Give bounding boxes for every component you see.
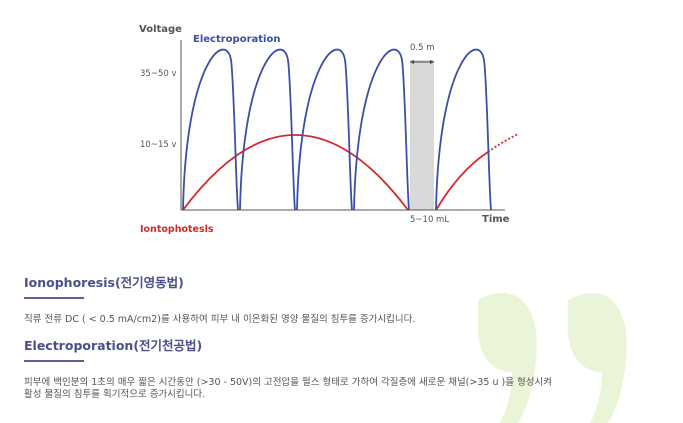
section-electroporation-underline [24, 360, 84, 362]
pulse-5 [435, 48, 492, 211]
electroporation-iontophoresis-diagram: Voltage Time 35~50 v 10~15 v Electropora… [139, 24, 519, 235]
quote-mark-right [567, 293, 627, 423]
pulse-gap-band [410, 60, 434, 210]
pulse-3 [296, 48, 353, 211]
electroporation-pulses [182, 48, 492, 211]
electroporation-label: Electroporation [193, 34, 280, 45]
section-electroporation-text: 피부에 백인분의 1초의 매우 짧은 시간동안 (>30 - 50V)의 고전압… [24, 377, 552, 401]
pulse-4 [353, 48, 410, 211]
section-ionophoresis-text: 직류 전류 DC ( < 0.5 mA/cm2)를 사용하여 피부 내 이온화된… [24, 314, 416, 325]
section-ionophoresis-heading: Ionophoresis(전기영동법) [24, 275, 184, 290]
pulse-1 [182, 48, 239, 211]
y-axis-title: Voltage [139, 24, 182, 35]
y-tick-high: 35~50 v [140, 69, 177, 79]
quote-mark-left [477, 293, 537, 423]
iontophoresis-curve-tail [487, 133, 519, 153]
section-electroporation-heading: Electroporation(전기천공법) [24, 338, 203, 353]
y-tick-low: 10~15 v [140, 140, 177, 150]
pulse-width-arrow [410, 60, 434, 64]
pulse-2 [239, 48, 296, 211]
iontophoresis-curve-1 [182, 134, 409, 211]
section-electroporation-line-2: 활성 물질의 침투를 획기적으로 증가시킵니다. [24, 389, 206, 400]
section-electroporation-line-1: 피부에 백인분의 1초의 매우 짧은 시간동안 (>30 - 50V)의 고전압… [24, 377, 552, 388]
section-ionophoresis: Ionophoresis(전기영동법) 직류 전류 DC ( < 0.5 mA/… [24, 272, 415, 326]
section-electroporation: Electroporation(전기천공법) 피부에 백인분의 1초의 매우 짧… [24, 335, 552, 401]
iontophoresis-label: Iontophotesls [140, 224, 214, 235]
x-axis-title: Time [482, 214, 510, 225]
section-ionophoresis-underline [24, 297, 84, 299]
gap-label: 5~10 mL [410, 215, 449, 225]
iontophoresis-curve-2 [435, 151, 489, 211]
pulse-width-label: 0.5 m [410, 43, 435, 53]
